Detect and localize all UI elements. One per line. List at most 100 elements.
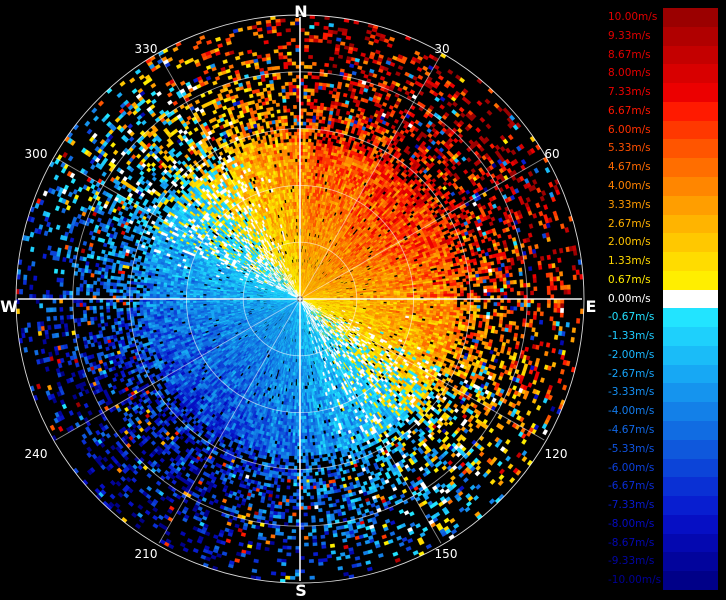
legend-item-swatch [663, 421, 718, 440]
legend-item-swatch [663, 345, 718, 365]
legend-item-label: -6.67m/s [608, 480, 655, 493]
legend-item: -2.00m/s [606, 345, 718, 365]
legend-item-label: 5.33m/s [608, 142, 651, 155]
legend-item: -3.33m/s [606, 383, 718, 403]
legend-item-swatch [663, 514, 718, 534]
legend-item-swatch [663, 270, 718, 290]
legend-item-label: 2.00m/s [608, 236, 651, 249]
legend-item-label: -2.67m/s [608, 367, 655, 380]
legend-item: 3.33m/s [606, 195, 718, 215]
legend-item-swatch [663, 45, 718, 65]
legend-item-label: 10.00m/s [608, 11, 658, 23]
cardinal-west-label: W [0, 297, 18, 316]
legend-item-label: 2.67m/s [608, 217, 651, 230]
legend-item: -4.67m/s [606, 421, 718, 440]
legend-item: -1.33m/s [606, 327, 718, 346]
azimuth-300-label: 300 [25, 147, 48, 161]
legend-item-label: 4.00m/s [608, 179, 651, 192]
velocity-echo-field [16, 15, 584, 583]
azimuth-spoke [299, 157, 545, 300]
legend-item-label: 0.67m/s [608, 273, 651, 286]
legend-item-label: -4.00m/s [608, 405, 655, 418]
legend-item-swatch [663, 158, 718, 177]
legend-item: -4.00m/s [606, 402, 718, 422]
legend-item: -10.00m/s [606, 571, 718, 590]
azimuth-spoke [299, 54, 442, 300]
legend-item-swatch [663, 496, 718, 515]
legend-item: -5.33m/s [606, 439, 718, 459]
legend-item: -8.67m/s [606, 533, 718, 553]
legend-item-swatch [663, 308, 718, 328]
legend-item-label: -9.33m/s [608, 555, 655, 568]
velocity-color-legend: 10.00m/s 9.33m/s 8.67m/s 8.00m/s 7.33m/s 6.67… [606, 8, 718, 590]
legend-item-swatch [663, 176, 718, 196]
legend-item-swatch [663, 64, 718, 84]
cardinal-east-label: E [586, 297, 597, 316]
azimuth-spoke [158, 54, 301, 300]
legend-item-label: -7.33m/s [608, 499, 655, 512]
legend-item-swatch [663, 83, 718, 102]
range-grid [15, 14, 585, 584]
legend-item: 2.00m/s [606, 233, 718, 253]
azimuth-60-label: 60 [544, 147, 559, 161]
legend-item: 7.33m/s [606, 83, 718, 102]
legend-item-label: 0.00m/s [608, 292, 651, 305]
legend-item-label: -6.00m/s [608, 461, 655, 474]
legend-item-swatch [663, 120, 718, 140]
legend-item-swatch [663, 233, 718, 253]
legend-item-swatch [663, 533, 718, 553]
legend-item: -6.67m/s [606, 477, 718, 497]
azimuth-120-label: 120 [545, 447, 568, 461]
legend-item: 1.33m/s [606, 252, 718, 271]
azimuth-spoke [55, 298, 301, 441]
range-ring [15, 14, 585, 584]
legend-item-label: 4.67m/s [608, 161, 651, 174]
legend-item-label: 6.00m/s [608, 123, 651, 136]
legend-item-label: 1.33m/s [608, 255, 651, 268]
legend-item-swatch [663, 214, 718, 234]
azimuth-240-label: 240 [25, 447, 48, 461]
azimuth-330-label: 330 [135, 42, 158, 56]
legend-item-swatch [663, 402, 718, 422]
legend-item: -2.67m/s [606, 364, 718, 384]
legend-item: -0.67m/s [606, 308, 718, 328]
legend-item-swatch [663, 552, 718, 572]
legend-item-swatch [663, 195, 718, 215]
legend-item: -9.33m/s [606, 552, 718, 572]
legend-item: 0.67m/s [606, 270, 718, 290]
legend-item-swatch [663, 458, 718, 478]
cardinal-south-label: S [295, 581, 307, 600]
legend-item-label: -3.33m/s [608, 386, 655, 399]
legend-item-swatch [663, 139, 718, 159]
azimuth-labels: N E S W 30 60 120 150 210 240 300 330 [0, 2, 596, 600]
legend-item-swatch [663, 101, 718, 121]
legend-item-label: 3.33m/s [608, 198, 651, 211]
legend-item: 6.00m/s [606, 120, 718, 140]
legend-item-label: -2.00m/s [608, 348, 655, 361]
cardinal-north-label: N [294, 2, 307, 21]
legend-item: -6.00m/s [606, 458, 718, 478]
legend-item-swatch [663, 439, 718, 459]
legend-item: 2.67m/s [606, 214, 718, 234]
legend-item-label: -8.67m/s [608, 536, 655, 549]
legend-item: -7.33m/s [606, 496, 718, 515]
legend-item: 5.33m/s [606, 139, 718, 159]
legend-item-swatch [663, 8, 718, 27]
echo-velocity-cells [20, 21, 497, 580]
legend-item: 10.00m/s [606, 8, 718, 27]
legend-item-label: -5.33m/s [608, 442, 655, 455]
legend-item-label: 7.33m/s [608, 86, 651, 99]
azimuth-150-label: 150 [435, 547, 458, 561]
azimuth-spoke [158, 298, 301, 544]
legend-item: 9.33m/s [606, 26, 718, 46]
legend-item-label: -0.67m/s [608, 311, 655, 324]
azimuth-spoke [299, 298, 545, 441]
legend-item: 4.00m/s [606, 176, 718, 196]
legend-item: -8.00m/s [606, 514, 718, 534]
legend-item-swatch [663, 26, 718, 46]
legend-item: 0.00m/s [606, 289, 718, 309]
azimuth-spoke [299, 298, 442, 544]
legend-item-swatch [663, 289, 718, 309]
legend-item: 8.00m/s [606, 64, 718, 84]
